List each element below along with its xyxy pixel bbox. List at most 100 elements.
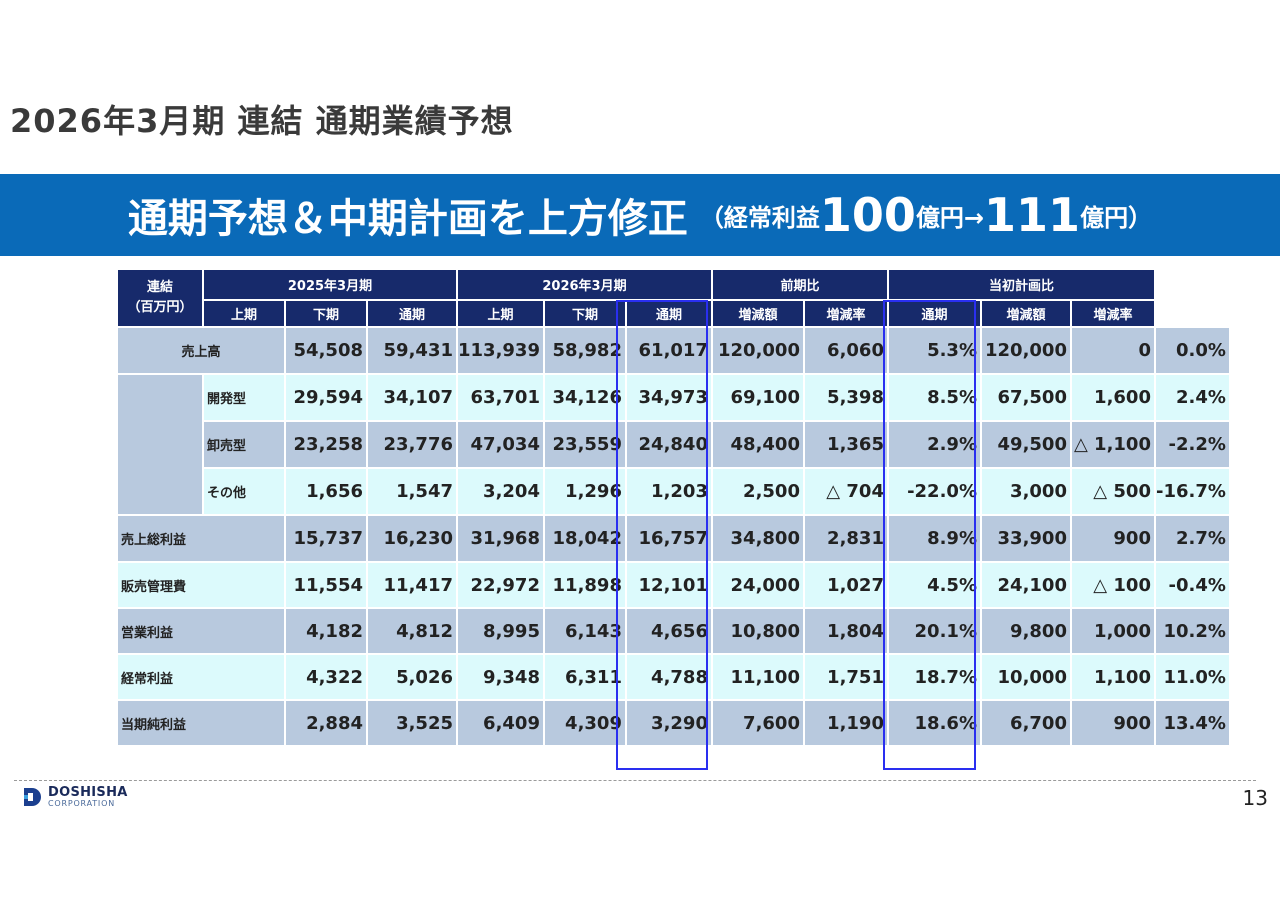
value-cell: 3,525 xyxy=(366,699,458,747)
subheader-cell: 下期 xyxy=(284,299,368,328)
table-group-header-row: 連結 （百万円） 2025年3月期 2026年3月期 前期比 当初計画比 xyxy=(116,268,1230,328)
value-cell: 4.5% xyxy=(886,561,982,609)
value-cell: 18,042 xyxy=(542,514,627,563)
value-cell: 1,190 xyxy=(802,699,889,747)
row-label: 開発型 xyxy=(202,373,286,422)
banner-main-text: 通期予想＆中期計画を上方修正 xyxy=(127,196,688,242)
value-cell: △ 704 xyxy=(802,467,889,516)
value-cell: 13.4% xyxy=(1153,699,1231,747)
corner-header: 連結 （百万円） xyxy=(116,268,204,328)
value-cell: 9,800 xyxy=(979,607,1072,655)
value-cell: -0.4% xyxy=(1153,561,1231,609)
logo-subtitle: CORPORATION xyxy=(48,799,115,808)
banner-to-value: 111 xyxy=(984,188,1081,242)
value-cell: 10.2% xyxy=(1153,607,1231,655)
value-cell: 1,296 xyxy=(542,467,627,516)
value-cell: 11,100 xyxy=(710,653,805,701)
headline-banner: 通期予想＆中期計画を上方修正 （経常利益 100 億円→ 111 億円） xyxy=(0,174,1280,256)
value-cell: 900 xyxy=(1069,699,1156,747)
logo-name: DOSHISHA xyxy=(48,785,128,800)
value-cell: 6,700 xyxy=(979,699,1072,747)
value-cell: 34,126 xyxy=(542,373,627,422)
value-cell: 11,417 xyxy=(366,561,458,609)
value-cell: 4,309 xyxy=(542,699,627,747)
row-label: 経常利益 xyxy=(116,653,286,701)
corner-sublabel: （百万円） xyxy=(127,300,193,315)
value-cell: 5.3% xyxy=(886,326,982,375)
company-logo: DOSHISHA CORPORATION xyxy=(22,786,128,808)
value-cell: 120,000 xyxy=(979,326,1072,375)
value-cell: 23,559 xyxy=(542,420,627,469)
value-cell: 11,554 xyxy=(284,561,368,609)
banner-unit-close: 億円） xyxy=(1080,203,1153,232)
value-cell: 23,776 xyxy=(366,420,458,469)
row-label: 売上総利益 xyxy=(116,514,286,563)
value-cell: 11.0% xyxy=(1153,653,1231,701)
subheader-cell: 上期 xyxy=(202,299,286,328)
group-header-fy2026: 2026年3月期 xyxy=(456,268,713,301)
value-cell: 11,898 xyxy=(542,561,627,609)
table-subheader-row: 上期 下期 通期 上期 下期 通期 増減額 増減率 通期 増減額 増減率 xyxy=(117,299,1230,328)
value-cell: 58,982 xyxy=(542,326,627,375)
row-label: 営業利益 xyxy=(116,607,286,655)
row-label: 当期純利益 xyxy=(116,699,286,747)
value-cell: 59,431 xyxy=(366,326,458,375)
table-row: 販売管理費 11,554 11,417 22,972 11,898 12,101 24,00… xyxy=(116,561,1231,609)
subheader-cell: 増減額 xyxy=(710,299,805,328)
value-cell: 12,101 xyxy=(624,561,713,609)
value-cell: 10,000 xyxy=(979,653,1072,701)
value-cell: 2.9% xyxy=(886,420,982,469)
value-cell: 23,258 xyxy=(284,420,368,469)
value-cell: 1,656 xyxy=(284,467,368,516)
value-cell: 34,973 xyxy=(624,373,713,422)
value-cell: 67,500 xyxy=(979,373,1072,422)
value-cell: 31,968 xyxy=(456,514,545,563)
value-cell: 20.1% xyxy=(886,607,982,655)
value-cell: 2,884 xyxy=(284,699,368,747)
segment-indent xyxy=(116,373,204,516)
value-cell: 6,143 xyxy=(542,607,627,655)
value-cell: 63,701 xyxy=(456,373,545,422)
row-label: 販売管理費 xyxy=(116,561,286,609)
value-cell: 4,812 xyxy=(366,607,458,655)
value-cell: 18.6% xyxy=(886,699,982,747)
value-cell: 24,840 xyxy=(624,420,713,469)
value-cell: 0.0% xyxy=(1153,326,1231,375)
value-cell: 5,398 xyxy=(802,373,889,422)
value-cell: △ 500 xyxy=(1069,467,1156,516)
value-cell: 16,230 xyxy=(366,514,458,563)
value-cell: -22.0% xyxy=(886,467,982,516)
value-cell: 2,500 xyxy=(710,467,805,516)
group-header-yoy: 前期比 xyxy=(710,268,889,301)
value-cell: -16.7% xyxy=(1153,467,1231,516)
subheader-cell: 通期 xyxy=(366,299,458,328)
value-cell: 34,800 xyxy=(710,514,805,563)
value-cell: 24,000 xyxy=(710,561,805,609)
value-cell: 1,751 xyxy=(802,653,889,701)
table-row: 開発型 29,594 34,107 63,701 34,126 34,973 69,100 5… xyxy=(116,373,1231,516)
value-cell: 8.9% xyxy=(886,514,982,563)
row-label: 卸売型 xyxy=(202,420,286,469)
value-cell: 29,594 xyxy=(284,373,368,422)
value-cell: △ 100 xyxy=(1069,561,1156,609)
value-cell: 33,900 xyxy=(979,514,1072,563)
value-cell: 2.4% xyxy=(1153,373,1231,422)
group-header-fy2025: 2025年3月期 xyxy=(202,268,458,301)
table-row: 当期純利益 2,884 3,525 6,409 4,309 3,290 7,600 1,190… xyxy=(116,699,1231,747)
value-cell: 0 xyxy=(1069,326,1156,375)
banner-prefix: （経常利益 xyxy=(699,203,820,232)
value-cell: 61,017 xyxy=(624,326,713,375)
value-cell: 1,547 xyxy=(366,467,458,516)
corner-label: 連結 xyxy=(146,280,173,295)
value-cell: 900 xyxy=(1069,514,1156,563)
subheader-cell: 下期 xyxy=(542,299,627,328)
value-cell: 1,000 xyxy=(1069,607,1156,655)
subheader-cell: 通期 xyxy=(886,299,982,328)
value-cell: △ 1,100 xyxy=(1069,420,1156,469)
value-cell: 49,500 xyxy=(979,420,1072,469)
value-cell: 6,311 xyxy=(542,653,627,701)
subheader-cell: 上期 xyxy=(456,299,545,328)
banner-from-value: 100 xyxy=(819,188,916,242)
table-row: 営業利益 4,182 4,812 8,995 6,143 4,656 10,800 1,804… xyxy=(116,607,1231,655)
subheader-cell: 増減率 xyxy=(1069,299,1156,328)
